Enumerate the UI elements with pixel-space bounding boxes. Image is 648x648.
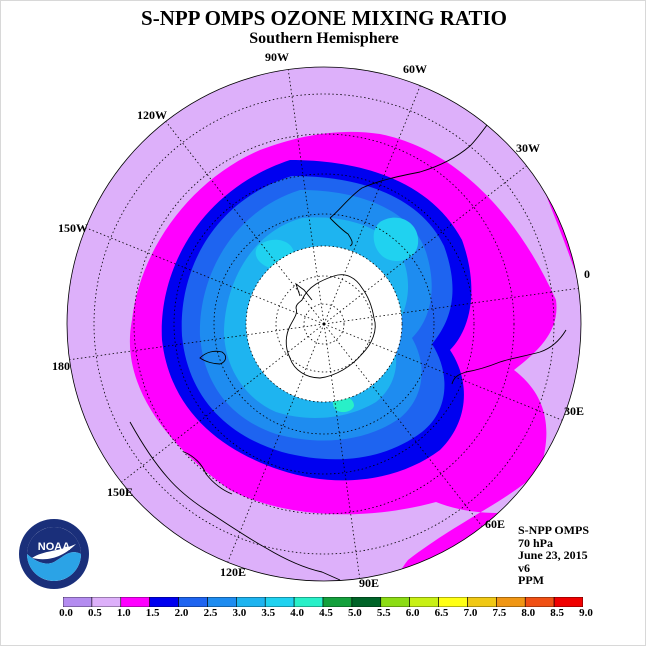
meridian-line bbox=[323, 287, 581, 325]
color-scale-swatch bbox=[380, 597, 410, 607]
color-scale-swatch bbox=[207, 597, 237, 607]
color-scale-tick-label: 9.0 bbox=[579, 607, 593, 619]
lon-label-150w: 150W bbox=[58, 221, 88, 235]
australia-coast bbox=[183, 451, 233, 495]
color-scale-labels: 0.0 0.5 1.0 1.5 2.0 2.5 3.0 3.5 4.0 4.5 5.0 5.5 6.0 6… bbox=[0, 607, 648, 623]
lon-label-180: 180 bbox=[52, 359, 70, 373]
color-scale-tick-label: 1.5 bbox=[145, 607, 160, 619]
color-scale-tick-label: 8.5 bbox=[550, 607, 564, 619]
info-units: PPM bbox=[518, 573, 544, 588]
meridian-line bbox=[323, 163, 530, 325]
meridian-line bbox=[118, 323, 325, 485]
meridian-line bbox=[82, 226, 325, 325]
meridian-line bbox=[323, 323, 361, 581]
lon-label-0: 0 bbox=[584, 267, 590, 281]
parallel-circle bbox=[93, 93, 555, 555]
parallel-circle bbox=[173, 173, 475, 475]
meridian-line bbox=[323, 323, 485, 530]
meridian-line bbox=[287, 67, 325, 325]
color-scale-swatch bbox=[322, 597, 353, 607]
info-date: June 23, 2015 bbox=[518, 548, 588, 563]
meridian-line bbox=[163, 118, 325, 325]
color-scale-tick-label: 5.0 bbox=[348, 607, 362, 619]
color-scale-swatch bbox=[63, 597, 93, 607]
info-instrument: S-NPP OMPS bbox=[518, 523, 589, 537]
color-scale-swatch bbox=[120, 597, 150, 607]
info-version: v6 bbox=[518, 560, 530, 575]
color-scale-swatch bbox=[91, 597, 122, 607]
color-scale-tick-label: 0.5 bbox=[88, 607, 102, 619]
africa-outline bbox=[451, 329, 567, 385]
color-scale-tick-label: 5.5 bbox=[376, 607, 391, 619]
color-scale-tick-label: 3.0 bbox=[232, 607, 247, 619]
color-scale-tick-label: 3.5 bbox=[261, 607, 276, 619]
color-scale-swatch bbox=[524, 597, 555, 607]
noaa-logo: NOAA bbox=[19, 519, 89, 589]
lon-label-90e: 90E bbox=[359, 576, 379, 590]
color-scale-swatch bbox=[438, 597, 468, 607]
meridian-line bbox=[67, 323, 325, 361]
parallel-circle bbox=[133, 133, 515, 515]
color-scale-swatch bbox=[293, 597, 324, 607]
meridian-line bbox=[226, 323, 325, 566]
color-scale-swatch bbox=[409, 597, 439, 607]
color-scale-swatch bbox=[264, 597, 295, 607]
color-scale-tick-label: 2.5 bbox=[203, 607, 218, 619]
new-zealand-outline bbox=[199, 350, 227, 365]
info-level: 70 hPa bbox=[518, 535, 554, 550]
graticule bbox=[67, 67, 581, 581]
map-subtitle: Southern Hemisphere bbox=[249, 30, 399, 47]
color-scale-swatch bbox=[496, 597, 526, 607]
color-scale-bar bbox=[63, 597, 583, 607]
lon-label-150e: 150E bbox=[107, 485, 133, 499]
color-scale-tick-label: 7.5 bbox=[492, 607, 507, 619]
color-scale-swatch bbox=[351, 597, 382, 607]
color-scale-swatch bbox=[149, 597, 179, 607]
australia-outline bbox=[129, 421, 341, 581]
lon-label-60e: 60E bbox=[485, 517, 505, 531]
noaa-logo-text: NOAA bbox=[38, 541, 70, 553]
meridian-line bbox=[323, 82, 422, 325]
meridian-line bbox=[323, 323, 566, 422]
color-scale-tick-label: 6.0 bbox=[405, 607, 420, 619]
lon-label-30w: 30W bbox=[516, 141, 540, 155]
map-title: S-NPP OMPS OZONE MIXING RATIO bbox=[141, 6, 507, 30]
south-pole-marker bbox=[322, 322, 326, 326]
color-scale-tick-label: 7.0 bbox=[463, 607, 478, 619]
color-scale-tick-label: 4.0 bbox=[290, 607, 304, 619]
lon-label-90w: 90W bbox=[265, 50, 289, 64]
color-scale-swatch bbox=[236, 597, 266, 607]
color-scale-tick-label: 0.0 bbox=[59, 607, 73, 619]
ozone-patch-3-5-4-0 bbox=[373, 217, 419, 262]
color-scale-tick-label: 6.5 bbox=[434, 607, 449, 619]
color-scale-swatch bbox=[178, 597, 208, 607]
map-boundary bbox=[66, 66, 582, 582]
color-scale-swatch bbox=[467, 597, 497, 607]
lon-label-30e: 30E bbox=[564, 404, 584, 418]
color-scale-tick-label: 2.0 bbox=[174, 607, 189, 619]
info-panel: S-NPP OMPS 70 hPa June 23, 2015 v6 PPM bbox=[518, 524, 589, 587]
antarctica-outline bbox=[285, 274, 376, 379]
lon-label-120e: 120E bbox=[220, 565, 246, 579]
lon-label-60w: 60W bbox=[403, 62, 427, 76]
color-scale-swatch bbox=[553, 597, 583, 607]
color-scale-tick-label: 4.5 bbox=[319, 607, 333, 619]
color-scale-tick-label: 8.0 bbox=[521, 607, 536, 619]
continent-outlines bbox=[129, 81, 567, 581]
parallel-circle bbox=[213, 213, 435, 435]
lon-label-120w: 120W bbox=[137, 108, 167, 122]
color-scale-tick-label: 1.0 bbox=[116, 607, 131, 619]
patagonia-outline bbox=[329, 217, 353, 247]
